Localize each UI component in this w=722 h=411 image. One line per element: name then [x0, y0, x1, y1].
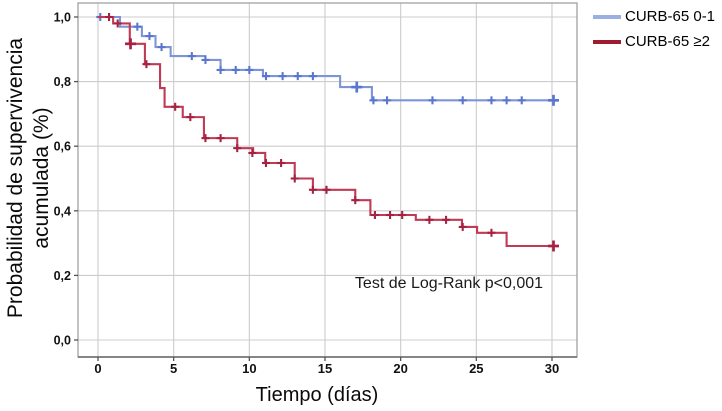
- legend: CURB-65 0-1 CURB-65 ≥2: [593, 4, 715, 54]
- survival-curve: [98, 15, 554, 102]
- x-axis-title: Tiempo (días): [255, 384, 379, 406]
- svg-text:20: 20: [393, 361, 407, 376]
- legend-item-curb65-ge2: CURB-65 ≥2: [593, 29, 715, 54]
- log-rank-annotation: Test de Log-Rank p<0,001: [354, 275, 544, 292]
- legend-label: CURB-65 ≥2: [625, 33, 710, 50]
- svg-text:5: 5: [170, 361, 177, 376]
- svg-text:0,6: 0,6: [54, 140, 71, 154]
- survival-curve: [98, 15, 554, 248]
- legend-line-sample-red: [593, 39, 621, 44]
- gridlines: [78, 3, 577, 357]
- svg-text:30: 30: [545, 361, 559, 376]
- series-curb-65-2: [98, 13, 560, 252]
- svg-text:0,8: 0,8: [54, 75, 71, 89]
- svg-text:0: 0: [94, 361, 101, 376]
- svg-text:0,0: 0,0: [54, 334, 71, 348]
- svg-text:25: 25: [469, 361, 483, 376]
- svg-text:10: 10: [242, 361, 256, 376]
- legend-item-curb65-0-1: CURB-65 0-1: [593, 4, 715, 29]
- axis-ticks: 0 5 10 15 20 25 30 0,0 0,2 0,4 0,6 0,8 1,0: [54, 11, 560, 377]
- svg-text:15: 15: [318, 361, 332, 376]
- plot-border: [77, 2, 578, 358]
- y-axis-title: Probabilidad de supervivencia acumulada …: [3, 0, 55, 364]
- legend-line-sample-blue: [593, 14, 621, 19]
- series-curb-65-0-1: [96, 13, 560, 106]
- legend-label: CURB-65 0-1: [625, 8, 716, 25]
- svg-text:1,0: 1,0: [54, 11, 71, 25]
- svg-text:0,4: 0,4: [54, 204, 71, 218]
- svg-text:0,2: 0,2: [54, 269, 71, 283]
- y-axis-title-line1: Probabilidad de supervivencia: [4, 37, 27, 319]
- y-axis-title-line2: acumulada (%): [30, 107, 53, 249]
